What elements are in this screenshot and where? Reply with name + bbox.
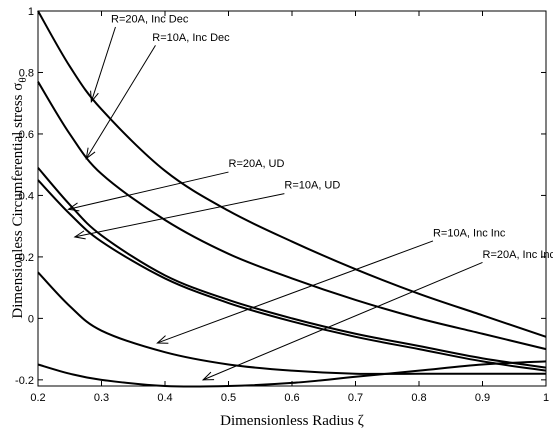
y-axis-title-main: Dimensionless Circumferential stress σ	[10, 83, 26, 319]
x-tick-label-6: 0.7	[348, 392, 363, 404]
x-axis-title: Dimensionless Radius ζ	[220, 413, 364, 429]
series-line-2	[37, 81, 547, 351]
series-line-4	[37, 179, 547, 372]
annotation-label-2: R=10A, Inc Dec	[152, 32, 230, 44]
annotation-arrowhead-1	[90, 90, 99, 103]
y-tick-label-6: 0.8	[19, 67, 34, 79]
annotation-arrowhead-6	[201, 371, 215, 381]
x-tick-label-4: 0.5	[221, 392, 236, 404]
y-tick-label-2: 0	[28, 313, 34, 325]
x-tick-label-7: 0.8	[411, 392, 426, 404]
series-line-3	[37, 167, 547, 369]
annotation-label-5: R=10A, Inc Inc	[433, 228, 506, 240]
annotation-arrow-2	[85, 45, 156, 159]
annotation-arrow-4	[74, 193, 285, 238]
annotation-label-4: R=10A, UD	[284, 180, 340, 192]
annotation-arrowhead-4	[73, 230, 86, 240]
y-tick-label-5: 0.6	[19, 129, 34, 141]
annotation-arrow-5	[157, 240, 434, 344]
series-line-1	[37, 10, 547, 338]
annotation-arrow-1	[90, 26, 116, 102]
annotation-arrows-layer	[67, 26, 483, 381]
annotation-label-6: R=20A, Inc Inc	[483, 249, 553, 261]
y-tick-label-7: 1	[28, 6, 34, 18]
y-tick-label-1: -0.2	[15, 375, 34, 387]
tick-labels-layer: 0.2 0.3 0.4 0.5 0.6 0.7 0.8 0.9 1 -0.2 0 0.2 0.4 0.6 0…	[15, 6, 549, 404]
annotation-label-1: R=20A, Inc Dec	[111, 14, 189, 26]
annotation-arrow-6	[202, 261, 483, 381]
x-tick-label-1: 0.2	[30, 392, 45, 404]
x-tick-label-5: 0.6	[284, 392, 299, 404]
y-axis-title-subscript: θ	[17, 77, 29, 82]
annotation-arrowhead-2	[85, 147, 96, 160]
series-line-5	[37, 271, 546, 375]
annotation-label-3: R=20A, UD	[229, 158, 285, 170]
y-tick-label-4: 0.4	[19, 190, 34, 202]
annotation-arrowhead-3	[67, 202, 80, 212]
annotation-arrowhead-5	[156, 335, 169, 344]
curves-layer	[37, 10, 547, 388]
y-tick-label-3: 0.2	[19, 252, 34, 264]
ticks-layer	[37, 10, 547, 386]
annotation-arrow-3	[68, 171, 229, 210]
x-tick-label-8: 0.9	[475, 392, 490, 404]
x-tick-label-9: 1	[543, 392, 549, 404]
x-tick-label-2: 0.3	[94, 392, 109, 404]
x-tick-label-3: 0.4	[157, 392, 172, 404]
annotation-labels-layer: R=20A, Inc Dec R=10A, Inc Dec R=20A, UD R=1…	[111, 14, 553, 261]
series-line-6	[37, 360, 547, 388]
y-axis-title: Dimensionless Circumferential stress σθ	[10, 77, 29, 318]
